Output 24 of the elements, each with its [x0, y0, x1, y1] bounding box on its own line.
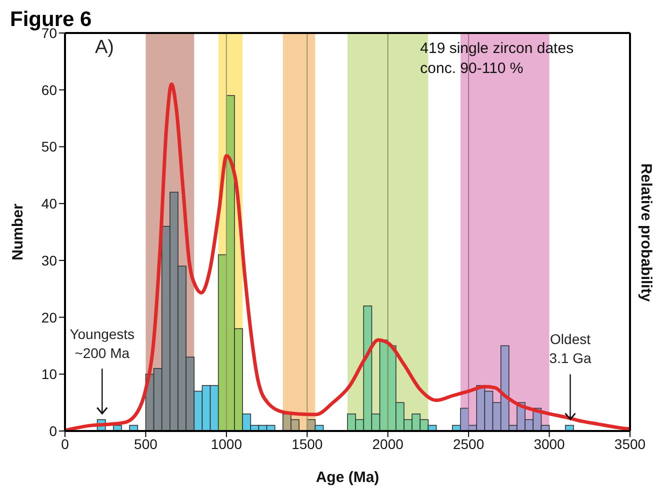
y-tick-label: 0: [49, 422, 58, 439]
y-axis-title: Number: [9, 204, 26, 260]
y-tick-label: 40: [41, 196, 58, 212]
annotation: Youngests ~200 Ma: [68, 324, 136, 363]
chart-subtitle: A): [95, 37, 114, 59]
x-tick-label: 1500: [292, 436, 323, 452]
y2-axis-title: Relative probability: [638, 162, 654, 302]
x-tick-label: 3500: [614, 436, 646, 452]
y-tick-label: 10: [41, 366, 58, 382]
x-tick-label: 3000: [534, 436, 566, 452]
x-axis-title: Age (Ma): [316, 469, 380, 486]
y-tick-label: 30: [41, 252, 58, 268]
annotation: 419 single zircon dates: [420, 39, 574, 59]
x-tick-label: 0: [61, 436, 70, 452]
annotation: conc. 90-110 %: [420, 59, 524, 79]
y-tick-label: 60: [41, 82, 58, 98]
x-tick-label: 1000: [210, 436, 242, 452]
x-tick-label: 2000: [372, 436, 404, 452]
y-tick-label: 20: [41, 309, 58, 326]
x-tick-label: 2500: [452, 436, 484, 452]
x-tick-label: 500: [134, 436, 158, 452]
chart-title: Figure 6: [10, 8, 92, 31]
annotation: Oldest 3.1 Ga: [548, 330, 592, 368]
y-tick-label: 50: [41, 138, 58, 155]
